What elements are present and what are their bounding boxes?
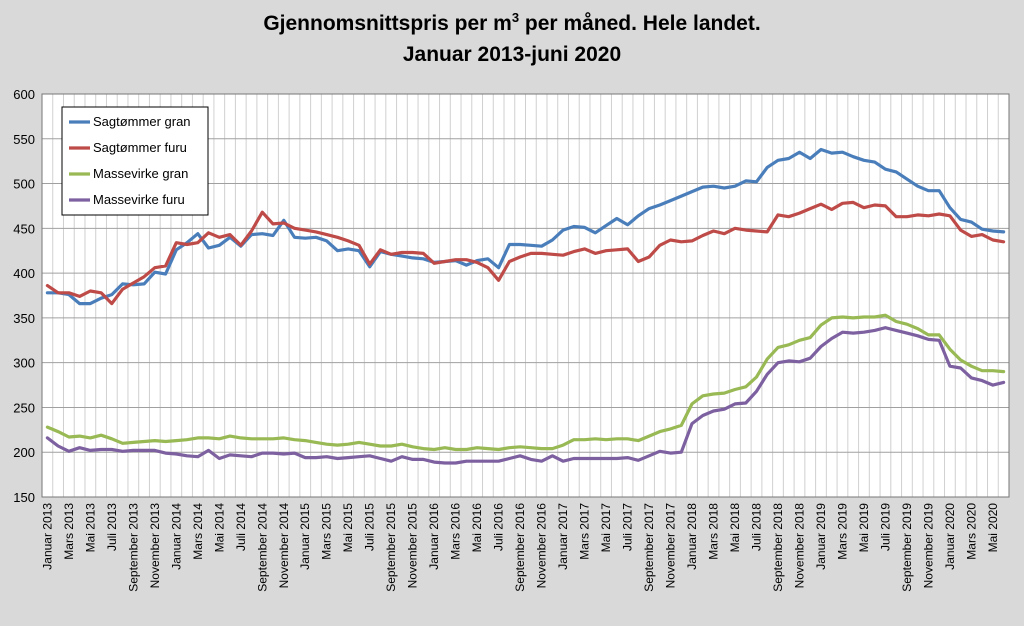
chart-title-line2: Januar 2013-juni 2020 xyxy=(403,43,621,66)
y-tick-label: 250 xyxy=(13,400,35,415)
x-tick-label: Juli 2019 xyxy=(878,503,892,551)
y-tick-label: 600 xyxy=(13,87,35,102)
x-tick-label: Mai 2016 xyxy=(470,503,484,553)
x-tick-label: Mars 2017 xyxy=(578,503,592,560)
x-tick-label: November 2013 xyxy=(148,503,162,589)
x-tick-label: Juli 2014 xyxy=(234,503,248,551)
x-tick-label: September 2013 xyxy=(126,503,140,592)
x-tick-label: Januar 2015 xyxy=(298,503,312,570)
legend-label-1: Sagtømmer gran xyxy=(93,114,191,129)
y-tick-label: 450 xyxy=(13,221,35,236)
x-tick-label: November 2018 xyxy=(792,503,806,589)
x-tick-label: Januar 2017 xyxy=(556,503,570,570)
y-tick-label: 350 xyxy=(13,311,35,326)
legend-label-3: Massevirke gran xyxy=(93,166,188,181)
chart-title-line1: Gjennomsnittspris per m3 per måned. Hele… xyxy=(263,10,760,35)
x-tick-label: Juli 2017 xyxy=(621,503,635,551)
series-line-2 xyxy=(45,200,1006,306)
series-line-1 xyxy=(45,147,1006,306)
x-tick-label: November 2014 xyxy=(277,503,291,589)
x-tick-label: Juli 2016 xyxy=(492,503,506,551)
y-tick-label: 200 xyxy=(13,445,35,460)
x-tick-label: November 2019 xyxy=(921,503,935,589)
x-tick-label: Januar 2013 xyxy=(40,503,54,570)
y-tick-label: 300 xyxy=(13,356,35,371)
x-tick-label: Mai 2015 xyxy=(341,503,355,553)
x-tick-label: September 2014 xyxy=(255,503,269,592)
legend xyxy=(61,106,209,216)
x-tick-label: September 2017 xyxy=(642,503,656,592)
x-tick-label: November 2017 xyxy=(664,503,678,589)
x-tick-label: Juli 2013 xyxy=(105,503,119,551)
x-tick-label: Mai 2017 xyxy=(599,503,613,553)
x-tick-label: September 2018 xyxy=(771,503,785,592)
x-tick-label: Mai 2014 xyxy=(212,503,226,553)
legend-label-2: Sagtømmer furu xyxy=(93,140,187,155)
y-tick-label: 150 xyxy=(13,490,35,505)
x-tick-label: November 2015 xyxy=(406,503,420,589)
x-tick-label: Mars 2019 xyxy=(835,503,849,560)
x-tick-label: September 2016 xyxy=(513,503,527,592)
x-tick-label: Mars 2013 xyxy=(62,503,76,560)
x-tick-label: Mars 2015 xyxy=(320,503,334,560)
x-tick-label: Januar 2018 xyxy=(685,503,699,570)
x-tick-label: Juli 2015 xyxy=(363,503,377,551)
series-line-3 xyxy=(45,313,1006,452)
x-tick-label: Januar 2020 xyxy=(943,503,957,570)
x-tick-label: Mai 2013 xyxy=(83,503,97,553)
x-tick-label: September 2015 xyxy=(384,503,398,592)
plot-border xyxy=(41,93,1010,498)
x-tick-label: Januar 2019 xyxy=(814,503,828,570)
y-tick-label: 550 xyxy=(13,132,35,147)
y-tick-label: 400 xyxy=(13,266,35,281)
y-tick-label: 500 xyxy=(13,177,35,192)
x-tick-label: November 2016 xyxy=(535,503,549,589)
x-tick-label: Mars 2020 xyxy=(964,503,978,560)
x-tick-label: Mars 2014 xyxy=(191,503,205,560)
legend-label-4: Massevirke furu xyxy=(93,192,185,207)
x-tick-label: Mars 2018 xyxy=(707,503,721,560)
series-line-4 xyxy=(45,326,1006,465)
x-tick-label: Januar 2016 xyxy=(427,503,441,570)
x-tick-label: Januar 2014 xyxy=(169,503,183,570)
x-tick-label: Mai 2018 xyxy=(728,503,742,553)
x-tick-label: Mai 2020 xyxy=(986,503,1000,553)
x-tick-label: Mars 2016 xyxy=(449,503,463,560)
x-tick-label: Mai 2019 xyxy=(857,503,871,553)
x-tick-label: Juli 2018 xyxy=(750,503,764,551)
x-tick-label: September 2019 xyxy=(900,503,914,592)
